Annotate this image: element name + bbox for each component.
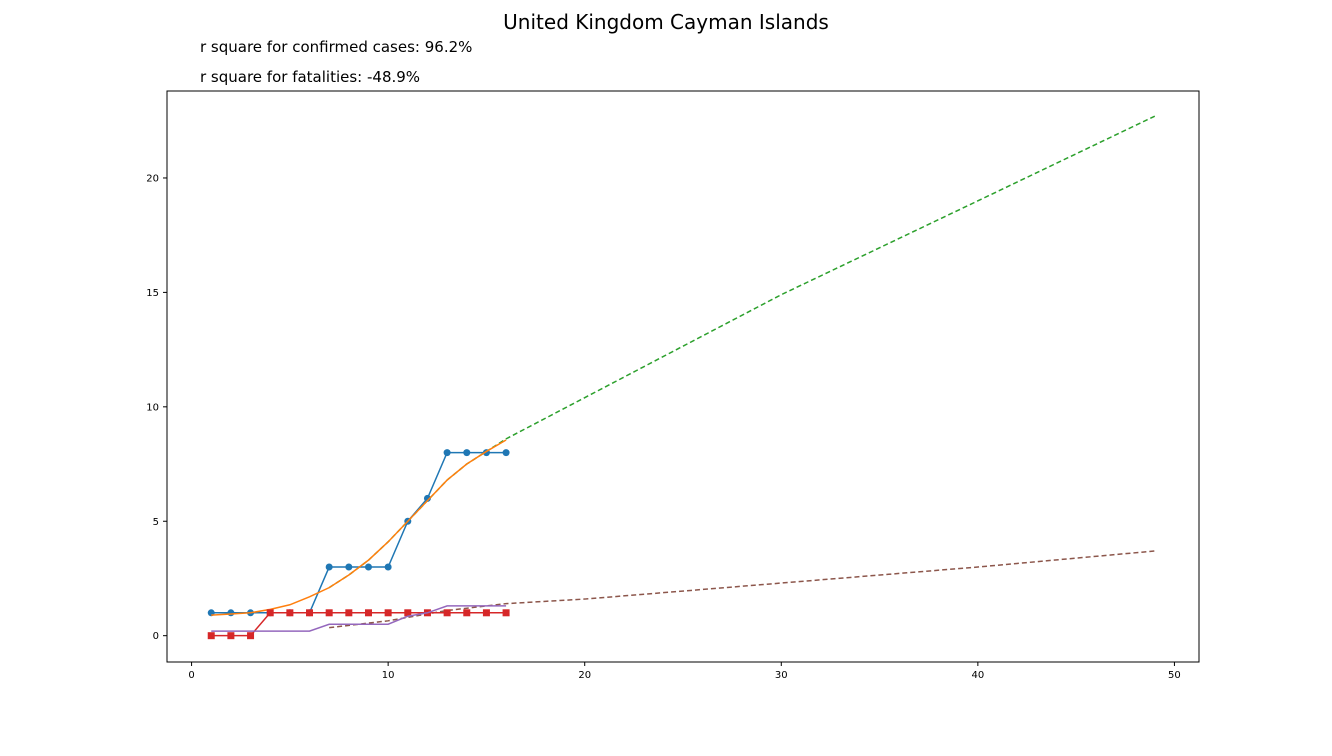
y-tick-label: 5 [153, 517, 159, 528]
r-square-fatalities-label: r square for fatalities: -48.9% [200, 68, 421, 86]
point-fatalities [266, 609, 274, 617]
r-square-confirmed-label: r square for confirmed cases: 96.2% [200, 38, 473, 56]
chart-title: United Kingdom Cayman Islands [503, 10, 829, 34]
point-confirmed [384, 563, 392, 571]
point-fatalities [345, 609, 353, 617]
point-fatalities [482, 609, 490, 617]
point-fatalities [404, 609, 412, 617]
series-line-fatalities-projection [329, 550, 1155, 629]
series-line-confirmed-fit [211, 439, 507, 616]
series-line-fatalities-fit [211, 605, 507, 632]
point-confirmed [443, 449, 451, 457]
series-confirmed-projection [328, 115, 1156, 589]
series-line-confirmed-projection [328, 115, 1156, 589]
point-confirmed [345, 563, 353, 571]
point-confirmed [364, 563, 372, 571]
point-confirmed [227, 609, 235, 617]
y-tick-label: 10 [146, 402, 159, 413]
plot-frame [166, 90, 1200, 663]
point-confirmed [423, 494, 431, 502]
y-tick-label: 15 [146, 288, 159, 299]
point-fatalities [207, 632, 215, 640]
x-tick-label: 50 [1168, 670, 1181, 681]
series-line-confirmed [211, 451, 507, 614]
y-axis: 0 5 10 15 20 [146, 173, 167, 642]
point-fatalities [286, 609, 294, 617]
y-tick-label: 0 [153, 631, 159, 642]
point-confirmed [325, 563, 333, 571]
point-fatalities [443, 609, 451, 617]
series-line-fatalities [211, 612, 507, 637]
point-confirmed [463, 449, 471, 457]
x-tick-label: 20 [578, 670, 591, 681]
x-tick-label: 30 [775, 670, 788, 681]
point-fatalities [325, 609, 333, 617]
x-tick-label: 40 [971, 670, 984, 681]
x-tick-label: 10 [382, 670, 395, 681]
x-tick-label: 0 [188, 670, 194, 681]
series-confirmed-fit [211, 439, 507, 616]
point-fatalities [306, 609, 314, 617]
y-tick-label: 20 [146, 173, 159, 184]
series-confirmed [207, 449, 510, 617]
series-layer [207, 115, 1156, 640]
point-fatalities [463, 609, 471, 617]
series-fatalities-fit [211, 605, 507, 632]
point-confirmed [502, 449, 510, 457]
point-fatalities [227, 632, 235, 640]
point-fatalities [502, 609, 510, 617]
series-fatalities-projection [329, 550, 1155, 629]
point-fatalities [384, 609, 392, 617]
point-fatalities [364, 609, 372, 617]
x-axis: 0 10 20 30 40 50 [188, 662, 1181, 681]
point-fatalities [247, 632, 255, 640]
